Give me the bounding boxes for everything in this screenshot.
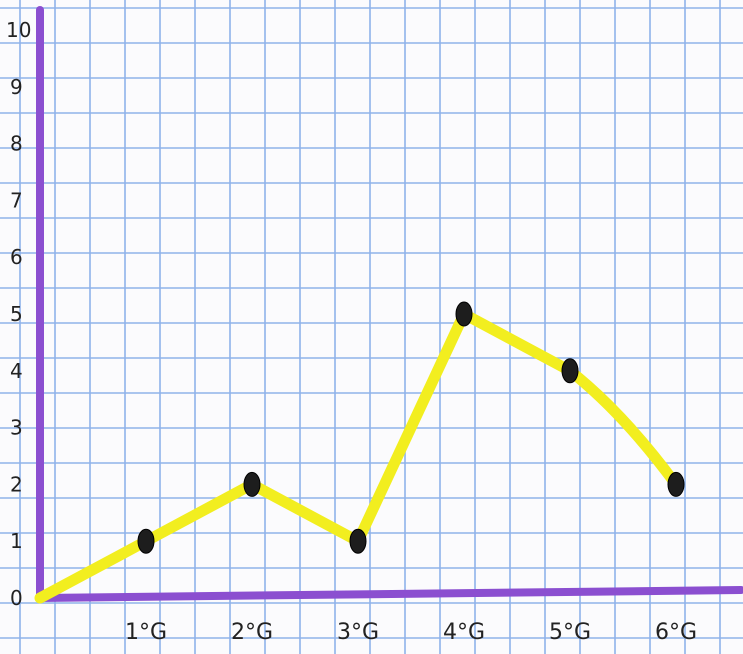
x-tick-label-3: 3°G bbox=[337, 620, 379, 645]
labels-layer: 0 1 2 3 4 5 6 7 8 9 10 1°G 2°G 3°G 4°G 5°G 6°G bbox=[6, 18, 697, 645]
data-point-1 bbox=[137, 528, 155, 554]
points-layer bbox=[137, 301, 685, 554]
y-tick-label-5: 5 bbox=[10, 302, 23, 326]
y-tick-label-10: 10 bbox=[6, 18, 31, 42]
y-tick-label-3: 3 bbox=[10, 416, 23, 440]
x-tick-label-6: 6°G bbox=[655, 620, 697, 645]
y-tick-label-8: 8 bbox=[10, 132, 23, 156]
y-tick-label-2: 2 bbox=[10, 472, 23, 496]
data-point-6 bbox=[667, 471, 685, 497]
y-tick-label-0: 0 bbox=[10, 586, 23, 610]
y-tick-label-7: 7 bbox=[10, 188, 23, 212]
axes-layer bbox=[36, 6, 743, 602]
data-point-5 bbox=[561, 358, 579, 384]
y-tick-label-9: 9 bbox=[10, 75, 23, 99]
data-point-3 bbox=[349, 528, 367, 554]
data-point-2 bbox=[243, 471, 261, 497]
y-tick-label-6: 6 bbox=[10, 245, 23, 269]
data-point-4 bbox=[455, 301, 473, 327]
x-tick-label-5: 5°G bbox=[549, 620, 591, 645]
y-tick-label-4: 4 bbox=[10, 359, 23, 383]
x-axis bbox=[36, 586, 743, 602]
x-tick-label-2: 2°G bbox=[231, 620, 273, 645]
y-tick-label-1: 1 bbox=[10, 529, 23, 553]
x-tick-label-4: 4°G bbox=[443, 620, 485, 645]
x-tick-label-1: 1°G bbox=[125, 620, 167, 645]
